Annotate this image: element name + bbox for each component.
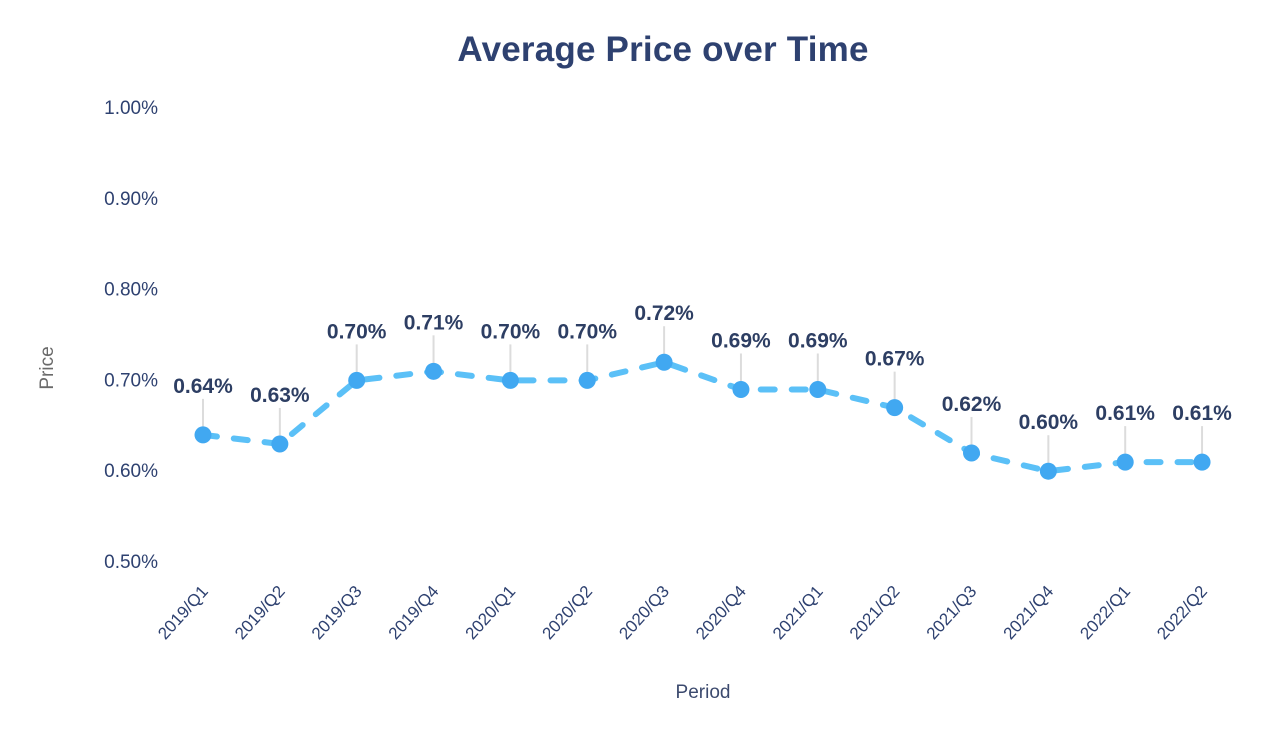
data-point-marker[interactable]: [501, 371, 519, 389]
data-point-label: 0.67%: [865, 348, 925, 371]
data-point-marker[interactable]: [809, 380, 827, 398]
x-axis-tick-label: 2019/Q2: [231, 582, 289, 643]
data-point-label: 0.60%: [1019, 411, 1079, 434]
data-point-marker[interactable]: [271, 435, 289, 453]
data-point-marker[interactable]: [425, 362, 443, 380]
y-axis-tick-label: 1.00%: [104, 98, 158, 119]
x-axis-tick-label: 2020/Q2: [538, 582, 596, 643]
data-point-label: 0.62%: [942, 393, 1002, 416]
x-axis-tick-label: 2021/Q4: [1000, 582, 1058, 643]
chart-title: Average Price over Time: [457, 30, 869, 69]
data-point-label: 0.70%: [557, 320, 617, 343]
x-axis-tick-label: 2020/Q4: [692, 582, 750, 643]
y-axis-title: Price: [37, 346, 58, 390]
data-point-marker[interactable]: [194, 426, 212, 444]
data-point-marker[interactable]: [578, 371, 596, 389]
x-axis-tick-label: 2020/Q1: [462, 582, 520, 643]
x-axis-tick-label: 2020/Q3: [615, 582, 673, 643]
data-point-marker[interactable]: [886, 399, 904, 417]
data-point-label: 0.72%: [634, 302, 694, 325]
x-axis-tick-label: 2022/Q2: [1153, 582, 1211, 643]
x-axis-tick-label: 2021/Q2: [846, 582, 904, 643]
data-point-label: 0.69%: [788, 329, 848, 352]
y-axis-tick-label: 0.90%: [104, 189, 158, 210]
data-point-marker[interactable]: [655, 353, 673, 371]
data-point-marker[interactable]: [1039, 462, 1057, 480]
data-point-label: 0.61%: [1172, 402, 1232, 425]
x-axis-tick-label: 2022/Q1: [1076, 582, 1134, 643]
series-line: [200, 359, 1206, 475]
x-axis-tick-label: 2021/Q1: [769, 582, 827, 643]
x-axis-tick-label: 2019/Q3: [308, 582, 366, 643]
x-axis-tick-label: 2019/Q4: [385, 582, 443, 643]
data-point-marker[interactable]: [963, 444, 980, 462]
data-point-label: 0.70%: [481, 320, 541, 343]
data-point-label: 0.70%: [327, 320, 387, 343]
data-point-label: 0.61%: [1095, 402, 1155, 425]
y-axis-tick-label: 0.50%: [104, 552, 158, 573]
x-axis-title: Period: [675, 682, 731, 703]
data-point-marker[interactable]: [1193, 453, 1211, 471]
data-point-label: 0.69%: [711, 329, 771, 352]
y-axis-tick-label: 0.60%: [104, 461, 158, 482]
y-axis-tick-label: 0.70%: [104, 370, 158, 391]
x-axis-tick-label: 2021/Q3: [923, 582, 981, 643]
data-point-label: 0.71%: [404, 311, 464, 334]
data-point-marker[interactable]: [1116, 453, 1134, 471]
x-axis-tick-label: 2019/Q1: [154, 582, 212, 643]
data-point-label: 0.64%: [173, 375, 233, 398]
y-axis-tick-label: 0.80%: [104, 280, 158, 301]
data-point-marker[interactable]: [348, 371, 366, 389]
data-point-marker[interactable]: [732, 380, 750, 398]
data-point-label: 0.63%: [250, 384, 310, 407]
